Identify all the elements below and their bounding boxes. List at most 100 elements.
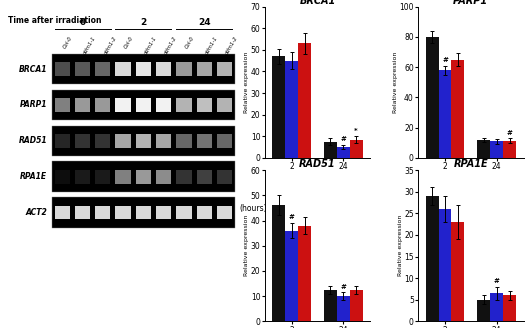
Bar (54, 170, 70, 184)
Bar (197, 134, 212, 148)
Bar (477, 300, 490, 321)
Bar (75, 134, 90, 148)
Bar (54, 134, 70, 148)
Title: PARP1: PARP1 (453, 0, 488, 6)
Bar (115, 62, 131, 76)
Bar (52, 126, 235, 156)
Legend: Col-0, ddm1-1, ddm1-2: Col-0, ddm1-1, ddm1-2 (427, 215, 514, 224)
Bar (426, 37, 439, 158)
Text: ddm1-2: ddm1-2 (103, 35, 117, 55)
Bar (156, 62, 171, 76)
Bar (217, 134, 232, 148)
Legend: Col-0, ddm1-1, ddm1-2: Col-0, ddm1-1, ddm1-2 (274, 215, 361, 224)
Bar (156, 98, 171, 112)
Y-axis label: Relative expression: Relative expression (393, 51, 398, 113)
Bar (176, 98, 191, 112)
Bar (136, 62, 151, 76)
Bar (217, 98, 232, 112)
Text: 2: 2 (140, 18, 147, 27)
Bar (451, 222, 464, 321)
Bar (350, 290, 363, 321)
Bar (95, 170, 111, 184)
Text: ddm1-1: ddm1-1 (83, 35, 97, 55)
Bar (75, 98, 90, 112)
Bar (136, 134, 151, 148)
Text: Time after irradiation: Time after irradiation (8, 16, 101, 25)
Bar (490, 293, 503, 321)
Bar (197, 98, 212, 112)
Bar (285, 61, 298, 158)
Bar (115, 98, 131, 112)
Bar (52, 161, 235, 192)
Bar (451, 60, 464, 158)
Bar (285, 231, 298, 321)
Bar (95, 62, 111, 76)
Bar (95, 206, 111, 219)
Bar (324, 142, 337, 158)
Bar (115, 206, 131, 219)
Bar (156, 170, 171, 184)
Text: (hours): (hours) (240, 204, 267, 213)
Bar (503, 296, 516, 321)
Title: RPA1E: RPA1E (453, 159, 488, 169)
Bar (217, 170, 232, 184)
Text: #: # (507, 130, 513, 135)
Title: BRCA1: BRCA1 (299, 0, 335, 6)
Text: #: # (442, 57, 448, 63)
Text: #: # (340, 284, 346, 290)
Bar (136, 98, 151, 112)
Bar (298, 226, 311, 321)
Bar (503, 140, 516, 158)
Bar (75, 62, 90, 76)
Bar (439, 209, 451, 321)
Bar (337, 296, 350, 321)
Bar (136, 170, 151, 184)
Text: BRCA1: BRCA1 (19, 65, 47, 73)
Text: ddm1-1: ddm1-1 (143, 35, 158, 55)
Text: ddm1-2: ddm1-2 (225, 35, 239, 55)
Bar (272, 205, 285, 321)
Bar (477, 140, 490, 158)
Bar (95, 98, 111, 112)
Bar (136, 206, 151, 219)
Text: ddm1-1: ddm1-1 (204, 35, 219, 55)
Bar (176, 134, 191, 148)
Bar (324, 290, 337, 321)
Text: Col-0: Col-0 (123, 35, 134, 49)
Bar (156, 134, 171, 148)
Text: 24: 24 (198, 18, 211, 27)
Y-axis label: Relative expression: Relative expression (398, 215, 403, 277)
Text: RAD51: RAD51 (19, 136, 47, 145)
Text: Col-0: Col-0 (184, 35, 195, 49)
Text: ACT2: ACT2 (25, 208, 47, 217)
Bar (298, 43, 311, 158)
Bar (217, 62, 232, 76)
Bar (54, 206, 70, 219)
Bar (52, 54, 235, 84)
Text: ddm1-2: ddm1-2 (164, 35, 178, 55)
Bar (75, 170, 90, 184)
X-axis label: Time after irradiation (hours): Time after irradiation (hours) (425, 173, 516, 177)
Text: RPA1E: RPA1E (20, 172, 47, 181)
Bar (197, 170, 212, 184)
Y-axis label: Relative expression: Relative expression (244, 215, 249, 277)
Title: RAD51: RAD51 (299, 159, 336, 169)
Bar (490, 141, 503, 158)
Bar (75, 206, 90, 219)
Y-axis label: Relative expression: Relative expression (244, 51, 249, 113)
Bar (176, 206, 191, 219)
Bar (272, 56, 285, 158)
Bar (156, 206, 171, 219)
Bar (439, 70, 451, 158)
Bar (350, 139, 363, 158)
Bar (52, 197, 235, 228)
Text: #: # (289, 214, 295, 220)
Bar (52, 90, 235, 120)
Bar (176, 170, 191, 184)
Bar (54, 98, 70, 112)
Bar (426, 196, 439, 321)
Bar (197, 62, 212, 76)
Bar (217, 206, 232, 219)
Text: 0: 0 (79, 18, 86, 27)
Text: *: * (354, 128, 358, 133)
